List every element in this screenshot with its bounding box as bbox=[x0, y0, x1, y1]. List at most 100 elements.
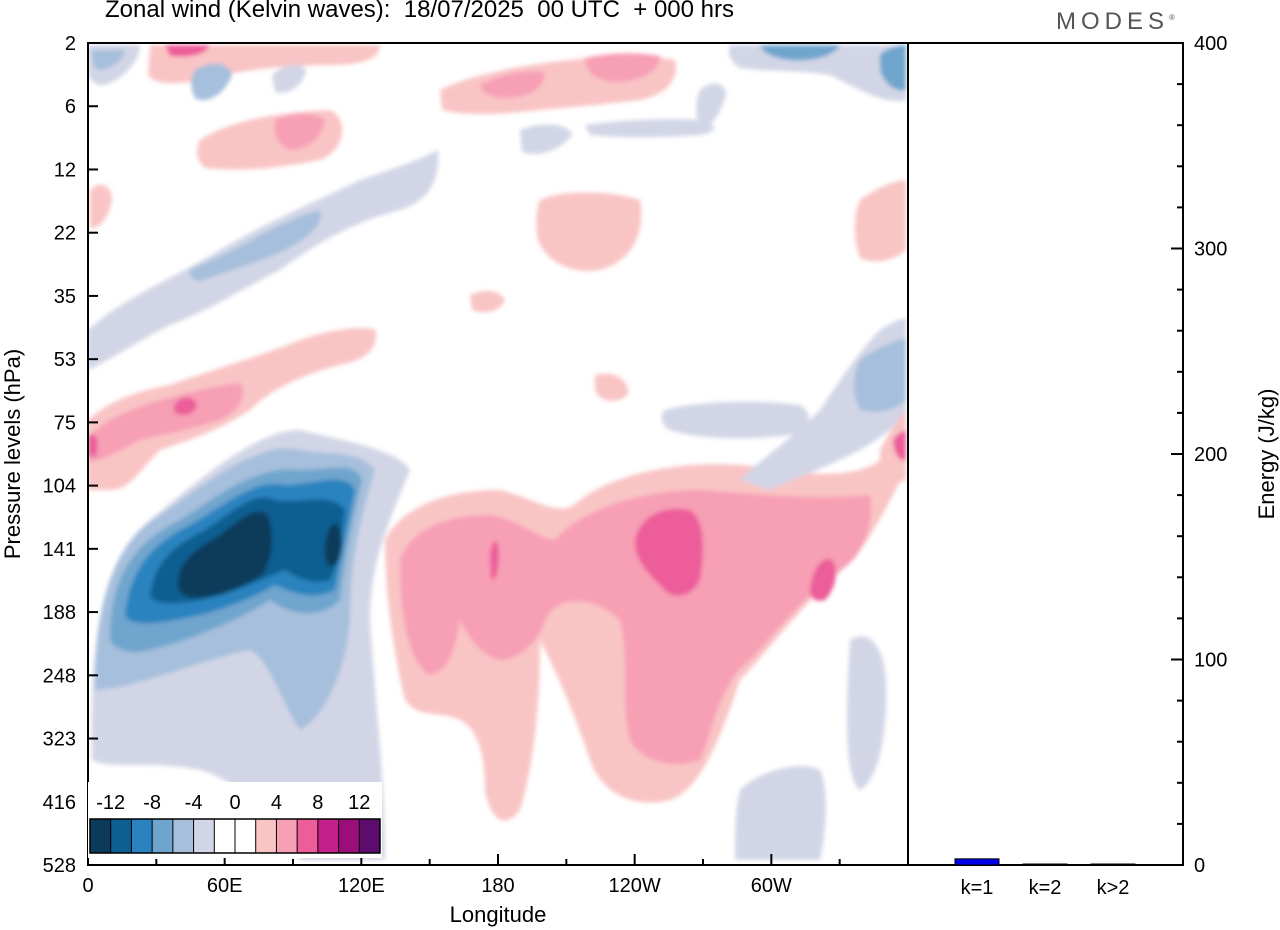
colorbar-swatch bbox=[131, 819, 153, 853]
energy-bar bbox=[1090, 863, 1136, 866]
colorbar-label: 8 bbox=[312, 792, 323, 814]
contour-region bbox=[470, 290, 505, 313]
contour-region bbox=[854, 180, 906, 262]
colorbar-label: 12 bbox=[348, 792, 370, 814]
contour-map bbox=[88, 43, 908, 865]
contour-region bbox=[88, 433, 98, 458]
contour-region bbox=[585, 53, 660, 82]
energy-panel-frame bbox=[907, 42, 1184, 866]
contour-region bbox=[810, 559, 836, 601]
contour-region bbox=[520, 124, 572, 155]
contour-region bbox=[490, 541, 499, 580]
contour-region bbox=[635, 508, 703, 596]
contour-region bbox=[595, 373, 629, 402]
contour-region bbox=[696, 83, 726, 129]
bar-category-labels: k=1 k=2 k>2 bbox=[961, 877, 1130, 899]
contour-region bbox=[880, 410, 906, 483]
y-tick-label: 104 bbox=[43, 476, 76, 498]
x-tick-label: 0 bbox=[82, 875, 93, 897]
contour-region bbox=[536, 192, 642, 271]
colorbar-swatch bbox=[276, 819, 298, 853]
contour-region bbox=[178, 511, 272, 598]
x-tick-label: 120E bbox=[338, 875, 385, 897]
x-tick-label: 180 bbox=[481, 875, 514, 897]
colorbar-label: 0 bbox=[229, 792, 240, 814]
colorbar-swatch bbox=[317, 819, 340, 853]
contour-region bbox=[661, 401, 809, 439]
colorbar-label: -8 bbox=[143, 792, 161, 814]
x-tick-label: 60E bbox=[207, 875, 243, 897]
colorbar-label: 4 bbox=[271, 792, 282, 814]
colorbar-swatch bbox=[90, 819, 112, 853]
colorbar-swatch bbox=[152, 819, 174, 853]
y-axis-title: Pressure levels (hPa) bbox=[0, 349, 25, 559]
contour-region bbox=[174, 397, 197, 416]
y-tick-label: 323 bbox=[43, 729, 76, 751]
contour-region bbox=[760, 45, 840, 61]
colorbar-swatch bbox=[255, 819, 277, 853]
contour-region bbox=[165, 45, 210, 57]
brand-logo: MODES® bbox=[1056, 8, 1175, 36]
energy-bar bbox=[954, 858, 1000, 866]
contour-region bbox=[893, 430, 906, 461]
contour-region bbox=[272, 64, 306, 93]
colorbar-swatch bbox=[359, 819, 381, 853]
contour-region bbox=[847, 636, 887, 790]
energy-axis: 0 100 200 300 400 bbox=[1171, 33, 1227, 877]
bar-label: k=1 bbox=[961, 877, 994, 899]
contour-region bbox=[191, 63, 232, 101]
contour-region bbox=[88, 383, 244, 462]
contour-region bbox=[854, 338, 906, 412]
y-tick-label: 53 bbox=[54, 349, 76, 371]
contour-region bbox=[189, 210, 321, 281]
energy-tick-label: 300 bbox=[1194, 239, 1227, 261]
registered-mark: ® bbox=[1169, 13, 1175, 22]
energy-tick-label: 100 bbox=[1194, 650, 1227, 672]
energy-tick-label: 0 bbox=[1194, 855, 1205, 877]
colorbar-swatch bbox=[297, 819, 319, 853]
x-tick-label: 60W bbox=[751, 875, 792, 897]
pressure-axis: 2 6 12 22 35 53 75 104 141 188 248 323 416 528 bbox=[43, 33, 98, 877]
contour-region bbox=[585, 119, 715, 138]
y-tick-label: 188 bbox=[43, 602, 76, 624]
y-tick-label: 416 bbox=[43, 792, 76, 814]
colorbar-swatch bbox=[214, 819, 236, 853]
page-title: Zonal wind (Kelvin waves): 18/07/2025 00… bbox=[105, 0, 734, 23]
contour-region bbox=[90, 184, 112, 229]
contour-region bbox=[325, 523, 342, 567]
y-tick-label: 35 bbox=[54, 286, 76, 308]
colorbar: -12 -8 -4 0 4 8 12 bbox=[88, 782, 382, 858]
x-tick-label: 120W bbox=[609, 875, 661, 897]
colorbar-label: -4 bbox=[185, 792, 203, 814]
bar-label: k>2 bbox=[1097, 877, 1130, 899]
contour-region bbox=[88, 150, 439, 370]
colorbar-swatch bbox=[338, 819, 360, 853]
energy-bars bbox=[954, 858, 1136, 866]
colorbar-frame bbox=[89, 818, 381, 854]
energy-tick-label: 400 bbox=[1194, 33, 1227, 55]
colorbar-label: -12 bbox=[96, 792, 125, 814]
colorbar-swatch bbox=[235, 819, 257, 853]
y-tick-label: 141 bbox=[43, 539, 76, 561]
contour-region bbox=[880, 45, 906, 91]
y-tick-label: 2 bbox=[65, 33, 76, 55]
contour-region bbox=[92, 50, 125, 70]
colorbar-swatch bbox=[172, 819, 195, 853]
energy-tick-label: 200 bbox=[1194, 444, 1227, 466]
contour-region bbox=[729, 45, 906, 101]
contour-region bbox=[735, 766, 826, 860]
energy-axis-title: Energy (J/kg) bbox=[1254, 389, 1279, 520]
colorbar-swatch bbox=[110, 819, 132, 853]
contour-region bbox=[400, 490, 871, 764]
brand-text: MODES bbox=[1056, 8, 1170, 35]
contour-region bbox=[480, 71, 545, 98]
longitude-axis: 0 60E 120E 180 120W 60W bbox=[82, 854, 841, 897]
colorbar-swatch bbox=[193, 819, 215, 853]
bar-label: k=2 bbox=[1029, 877, 1062, 899]
y-tick-label: 528 bbox=[43, 855, 76, 877]
y-tick-label: 12 bbox=[54, 159, 76, 181]
y-tick-label: 248 bbox=[43, 665, 76, 687]
contour-region bbox=[274, 114, 325, 150]
energy-bar bbox=[1022, 863, 1068, 866]
